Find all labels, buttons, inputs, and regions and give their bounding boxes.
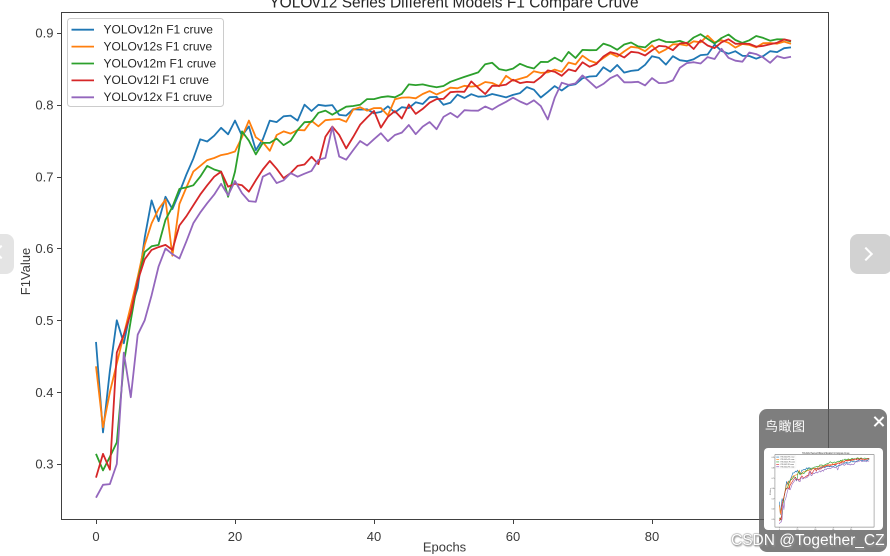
svg-text:0: 0 xyxy=(779,529,780,530)
svg-text:Epochs: Epochs xyxy=(423,540,467,555)
svg-text:80: 80 xyxy=(850,529,852,530)
svg-text:0.8: 0.8 xyxy=(772,467,774,469)
svg-text:60: 60 xyxy=(832,529,834,530)
svg-text:0.9: 0.9 xyxy=(772,457,774,459)
svg-text:F1Value: F1Value xyxy=(18,248,33,295)
svg-text:YOLOv12l F1 cruve: YOLOv12l F1 cruve xyxy=(780,464,794,466)
svg-text:F1Value: F1Value xyxy=(770,488,772,495)
svg-text:0.7: 0.7 xyxy=(35,169,53,184)
svg-text:0.3: 0.3 xyxy=(772,519,774,521)
svg-text:80: 80 xyxy=(645,529,659,544)
svg-text:YOLOv12n F1 cruve: YOLOv12n F1 cruve xyxy=(780,457,794,459)
svg-text:YOLOv12x F1 cruve: YOLOv12x F1 cruve xyxy=(104,90,213,104)
svg-text:20: 20 xyxy=(796,529,798,530)
svg-text:0.7: 0.7 xyxy=(772,478,774,480)
svg-text:40: 40 xyxy=(367,529,381,544)
svg-text:20: 20 xyxy=(228,529,242,544)
svg-text:0.8: 0.8 xyxy=(35,98,53,113)
svg-text:60: 60 xyxy=(506,529,520,544)
svg-text:YOLOv12l F1 cruve: YOLOv12l F1 cruve xyxy=(104,73,210,87)
svg-text:0.4: 0.4 xyxy=(35,385,53,400)
svg-text:YOLOv12 Series Different Model: YOLOv12 Series Different Models F1 Compa… xyxy=(269,0,638,12)
svg-text:YOLOv12 Series Different Model: YOLOv12 Series Different Models F1 Compa… xyxy=(802,452,850,455)
svg-text:YOLOv12x F1 cruve: YOLOv12x F1 cruve xyxy=(780,466,794,468)
svg-text:0.6: 0.6 xyxy=(35,241,53,256)
svg-text:0.5: 0.5 xyxy=(772,498,774,500)
svg-text:0.4: 0.4 xyxy=(772,508,774,510)
svg-text:YOLOv12s F1 cruve: YOLOv12s F1 cruve xyxy=(104,39,213,53)
svg-text:0.3: 0.3 xyxy=(35,457,53,472)
svg-text:YOLOv12m F1 cruve: YOLOv12m F1 cruve xyxy=(780,461,795,463)
svg-text:0.5: 0.5 xyxy=(35,313,53,328)
svg-text:YOLOv12s F1 cruve: YOLOv12s F1 cruve xyxy=(780,459,794,461)
svg-text:0.9: 0.9 xyxy=(35,26,53,41)
svg-text:YOLOv12m F1 cruve: YOLOv12m F1 cruve xyxy=(104,56,217,70)
svg-text:40: 40 xyxy=(814,529,816,530)
svg-text:0: 0 xyxy=(92,529,99,544)
svg-text:YOLOv12n F1 cruve: YOLOv12n F1 cruve xyxy=(104,23,214,37)
svg-text:0.6: 0.6 xyxy=(772,488,774,490)
